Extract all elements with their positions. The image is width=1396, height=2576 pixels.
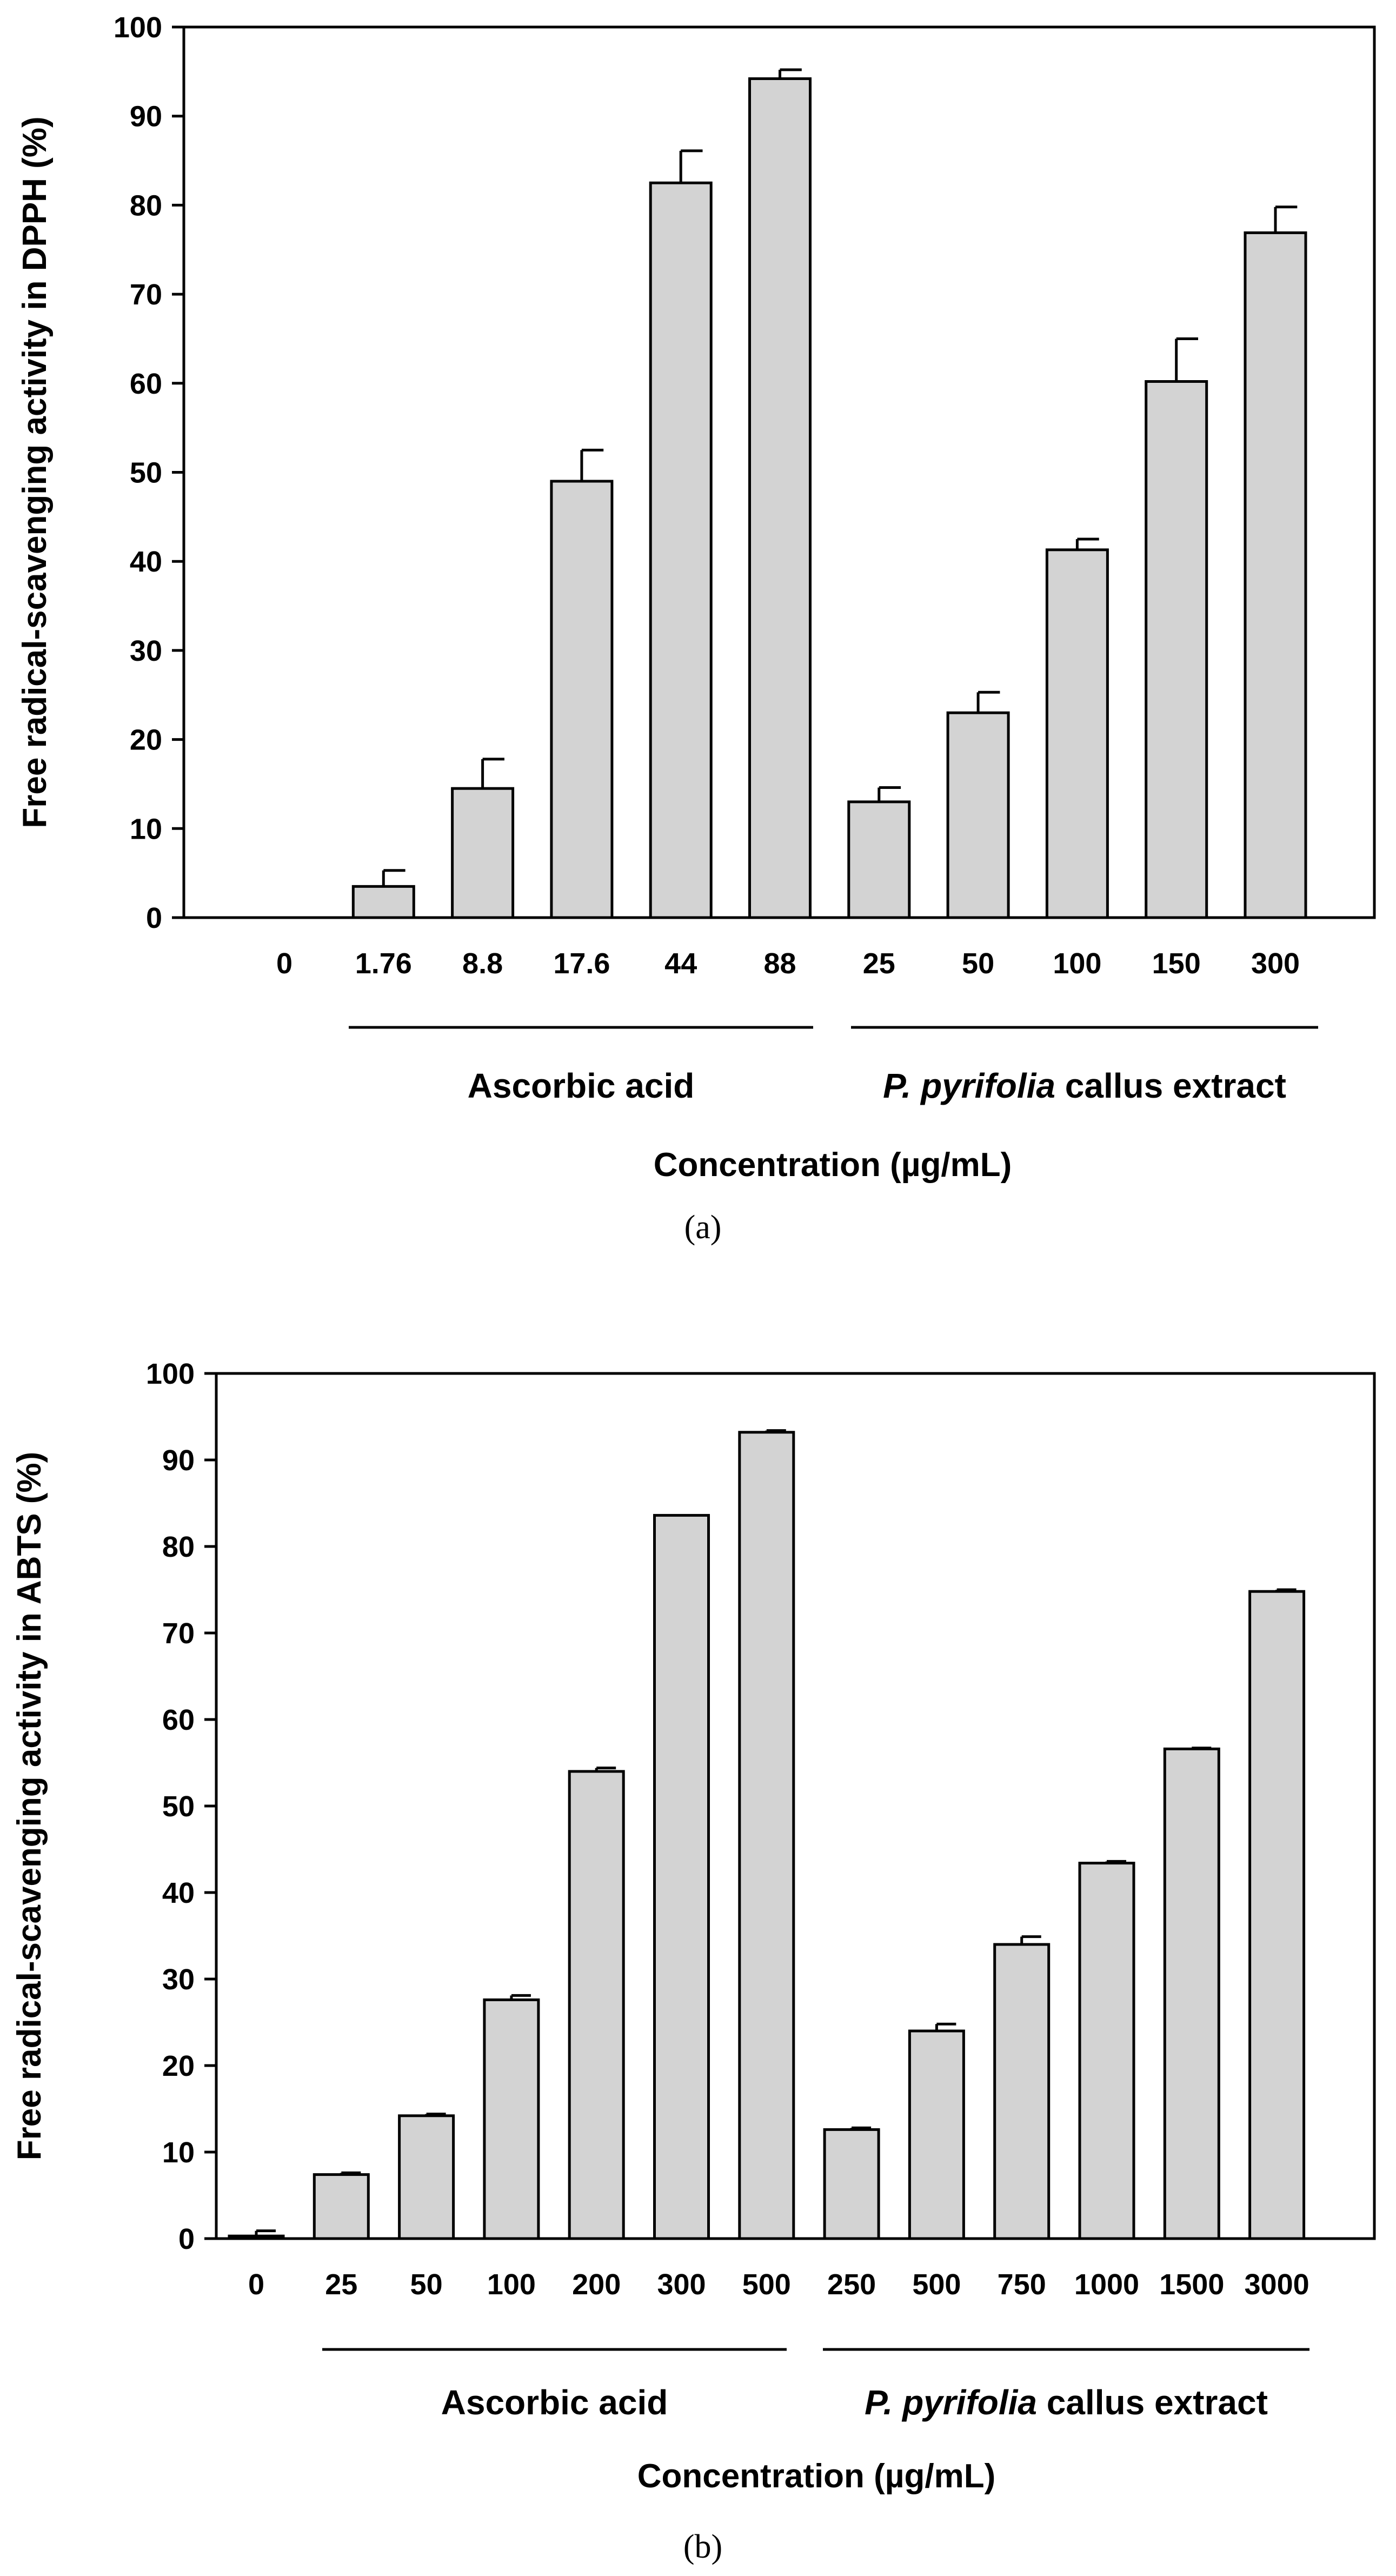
bar xyxy=(483,1998,540,2240)
x-tick-label: 150 xyxy=(1152,947,1201,980)
group-label: P. pyrifolia callus extract xyxy=(883,1066,1286,1105)
x-tick-label: 300 xyxy=(1251,947,1300,980)
y-tick-label: 50 xyxy=(130,457,162,489)
x-tick-label: 1.76 xyxy=(355,947,412,980)
group-label: Ascorbic acid xyxy=(468,1066,695,1105)
y-tick-label: 70 xyxy=(130,278,162,311)
x-tick-label: 3000 xyxy=(1245,2268,1309,2301)
x-tick-label: 500 xyxy=(742,2268,791,2301)
y-tick-label: 0 xyxy=(146,902,162,934)
panel-label: (a) xyxy=(684,1209,722,1246)
bar xyxy=(946,711,1010,919)
y-tick-label: 40 xyxy=(130,546,162,578)
group-label-rest: callus extract xyxy=(1037,2383,1268,2422)
y-axis-title: Free radical-scavenging activity in DPPH… xyxy=(16,116,54,828)
bar xyxy=(398,2114,455,2240)
y-tick-label: 10 xyxy=(130,813,162,845)
x-tick-label: 0 xyxy=(248,2268,264,2301)
bar xyxy=(1244,231,1307,919)
y-tick-label: 0 xyxy=(178,2223,195,2255)
y-tick-label: 50 xyxy=(162,1790,195,1823)
y-axis-title: Free radical-scavenging activity in ABTS… xyxy=(11,1452,48,2160)
bar xyxy=(748,77,812,919)
bar xyxy=(313,2173,370,2240)
group-label-species: P. pyrifolia xyxy=(883,1066,1055,1105)
x-tick-label: 8.8 xyxy=(462,947,503,980)
x-tick-label: 50 xyxy=(962,947,994,980)
group-label-species: P. pyrifolia xyxy=(865,2383,1037,2422)
y-tick-label: 40 xyxy=(162,1877,195,1909)
y-tick-label: 20 xyxy=(162,2050,195,2082)
bar xyxy=(823,2128,880,2240)
x-tick-label: 100 xyxy=(1053,947,1101,980)
y-tick-label: 70 xyxy=(162,1617,195,1650)
y-tick-label: 100 xyxy=(114,11,162,44)
bar xyxy=(1045,548,1109,919)
x-axis-title: Concentration (µg/mL) xyxy=(654,1146,1012,1184)
x-tick-label: 25 xyxy=(863,947,895,980)
plot-frame xyxy=(182,25,1376,919)
y-tick-label: 100 xyxy=(146,1358,195,1390)
bar xyxy=(1163,1747,1220,2240)
x-tick-label: 88 xyxy=(763,947,796,980)
x-tick-label: 200 xyxy=(572,2268,621,2301)
y-tick-label: 30 xyxy=(162,1963,195,1996)
bar xyxy=(568,1770,625,2240)
bar xyxy=(649,181,713,919)
bar xyxy=(451,787,515,919)
bar xyxy=(1145,380,1208,919)
chart-panel-a: 0 10 20 30 40 50 60 70 80 90 100 0 1.76 8.8 17.6 44 88 25… xyxy=(16,11,1376,1246)
x-tick-label: 17.6 xyxy=(553,947,610,980)
x-axis-title: Concentration (µg/mL) xyxy=(637,2458,996,2495)
y-tick-label: 90 xyxy=(130,101,162,133)
x-tick-label: 1000 xyxy=(1074,2268,1139,2301)
panel-label: (b) xyxy=(683,2528,722,2565)
bar xyxy=(1248,1590,1306,2240)
bar xyxy=(1078,1862,1135,2240)
y-tick-label: 90 xyxy=(162,1444,195,1477)
x-tick-label: 44 xyxy=(664,947,697,980)
bar xyxy=(908,2029,965,2240)
y-tick-label: 80 xyxy=(162,1531,195,1563)
x-tick-label: 1500 xyxy=(1159,2268,1224,2301)
group-label: P. pyrifolia callus extract xyxy=(865,2383,1268,2422)
x-tick-label: 0 xyxy=(276,947,293,980)
bar xyxy=(993,1943,1051,2240)
x-tick-label: 750 xyxy=(998,2268,1046,2301)
x-tick-label: 25 xyxy=(325,2268,357,2301)
x-tick-label: 250 xyxy=(827,2268,876,2301)
x-tick-label: 100 xyxy=(487,2268,536,2301)
y-tick-label: 60 xyxy=(162,1704,195,1736)
group-label: Ascorbic acid xyxy=(441,2383,668,2422)
bar xyxy=(847,800,911,919)
x-tick-label: 50 xyxy=(410,2268,443,2301)
group-label-rest: callus extract xyxy=(1055,1066,1286,1105)
bar xyxy=(653,1513,710,2240)
y-tick-label: 80 xyxy=(130,189,162,222)
y-tick-label: 20 xyxy=(130,724,162,756)
bar xyxy=(550,480,614,919)
x-tick-label: 500 xyxy=(912,2268,961,2301)
y-tick-label: 10 xyxy=(162,2136,195,2169)
bar xyxy=(738,1431,795,2240)
y-tick-label: 30 xyxy=(130,635,162,667)
x-tick-label: 300 xyxy=(657,2268,706,2301)
y-tick-label: 60 xyxy=(130,368,162,400)
bar xyxy=(351,885,415,919)
plot-frame xyxy=(215,1372,1376,2240)
